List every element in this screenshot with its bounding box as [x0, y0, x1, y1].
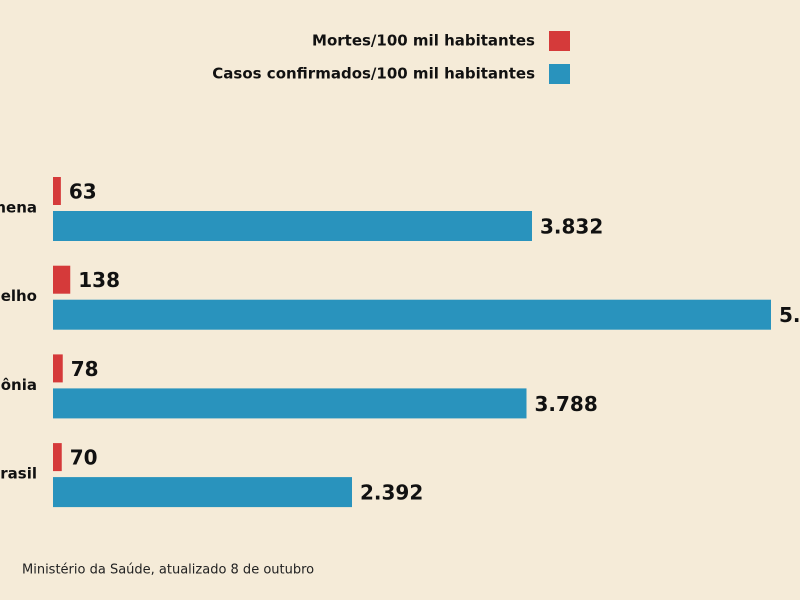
legend-swatch — [549, 64, 570, 84]
category-label: mena — [0, 199, 37, 217]
bar — [53, 477, 352, 508]
bar — [53, 443, 62, 472]
bar — [53, 299, 771, 330]
bar — [53, 265, 71, 294]
bar — [53, 177, 61, 205]
value-label: 63 — [69, 180, 97, 204]
value-label: 138 — [78, 268, 120, 292]
legend-swatch — [549, 31, 570, 51]
category-label: elho — [1, 287, 37, 305]
legend-label: Casos confirmados/100 mil habitantes — [212, 65, 535, 83]
bar — [53, 354, 63, 383]
value-label: 70 — [70, 446, 98, 470]
legend-label: Mortes/100 mil habitantes — [312, 32, 535, 50]
category-label: Brasil — [0, 465, 37, 483]
category-label: ônia — [1, 376, 37, 394]
value-label: 2.392 — [360, 481, 423, 505]
value-label: 3.832 — [540, 215, 603, 239]
bar — [53, 211, 532, 241]
value-label: 78 — [71, 357, 99, 381]
bar — [53, 388, 527, 419]
source-note: Ministério da Saúde, atualizado 8 de out… — [22, 563, 314, 578]
value-label: 5.7 — [779, 303, 800, 327]
value-label: 3.788 — [535, 392, 598, 416]
